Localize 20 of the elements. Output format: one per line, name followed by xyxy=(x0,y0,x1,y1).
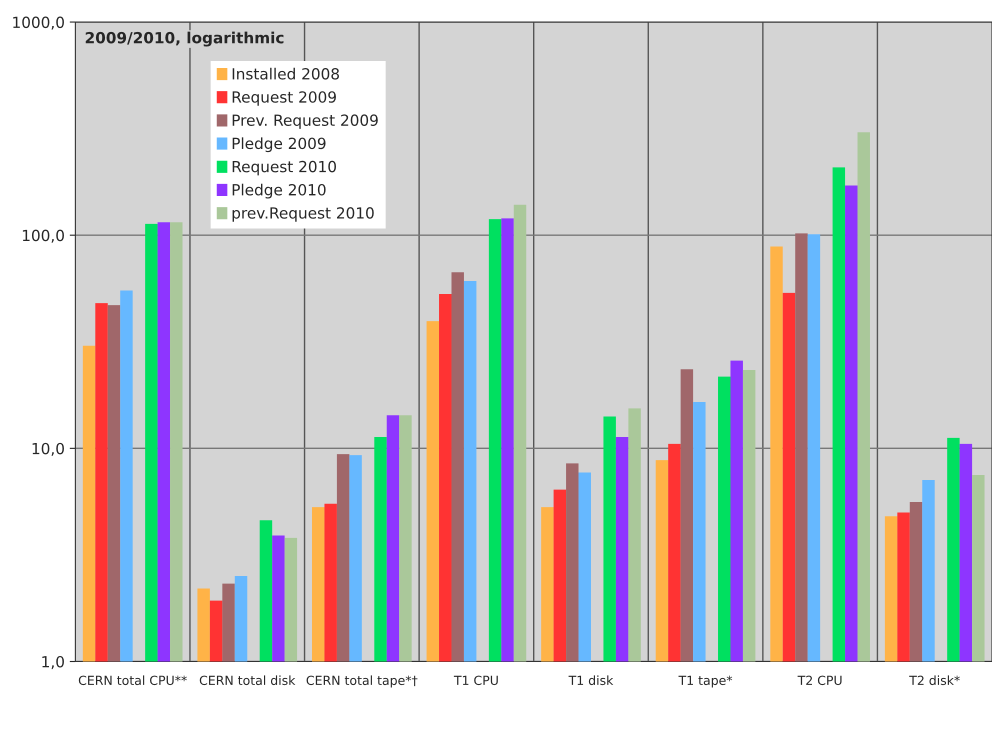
x-tick-label: CERN total disk xyxy=(200,675,296,686)
y-tick-label: 10,0 xyxy=(32,442,64,456)
legend-label: Installed 2008 xyxy=(232,68,339,80)
legend-label: Pledge 2010 xyxy=(232,184,326,199)
legend-label: prev.Request 2010 xyxy=(232,207,374,222)
x-tick-label: CERN total CPU** xyxy=(78,675,187,686)
x-tick-label: T2 disk* xyxy=(909,675,960,686)
x-tick-label: CERN total tape*† xyxy=(306,675,418,688)
legend-label: Pledge 2009 xyxy=(232,137,326,152)
legend-label: Request 2009 xyxy=(232,91,336,106)
y-tick-label: 100,0 xyxy=(22,230,64,243)
legend-label: Request 2010 xyxy=(232,160,336,176)
x-tick-label: T1 tape* xyxy=(678,676,732,688)
x-tick-label: T1 disk xyxy=(568,675,614,686)
y-tick-label: 1,0 xyxy=(42,656,64,670)
text: 2009/2010, logarithmic xyxy=(86,32,284,47)
x-tick-label: T1 CPU xyxy=(454,676,498,686)
legend-label: Prev. Request 2009 xyxy=(232,114,378,129)
x-tick-label: T2 CPU xyxy=(798,676,842,686)
y-tick-label: 1000,0 xyxy=(13,16,64,30)
